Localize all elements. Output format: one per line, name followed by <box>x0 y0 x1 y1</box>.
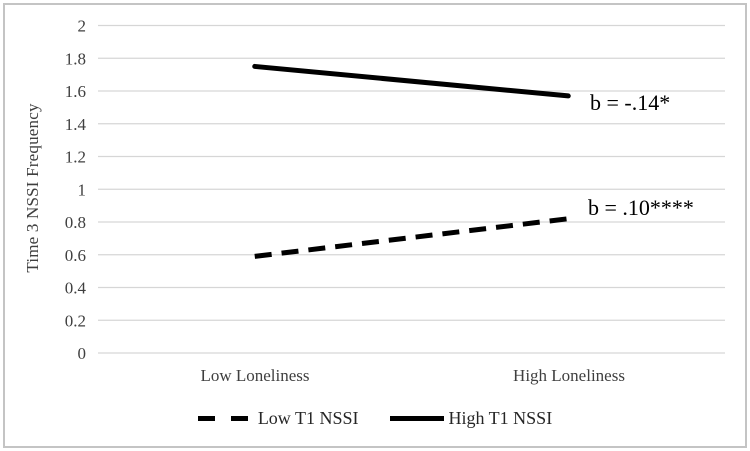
legend-label-low-t1-nssi: Low T1 NSSI <box>257 408 359 428</box>
y-tick-label: 1.2 <box>65 148 86 167</box>
annotation-low-t1-nssi-slope: b = .10**** <box>588 195 694 220</box>
y-tick-label: 2 <box>78 17 87 36</box>
y-tick-label: 1.6 <box>65 82 86 101</box>
series-line-solid <box>252 63 571 99</box>
legend-item-low-t1-nssi: Low T1 NSSI <box>197 408 359 429</box>
legend: Low T1 NSSI High T1 NSSI <box>0 405 750 432</box>
y-tick-label: 1.8 <box>65 49 86 68</box>
y-tick-label: 0.2 <box>65 311 86 330</box>
y-tick-label: 0.8 <box>65 213 86 232</box>
y-tick-label: 1 <box>78 180 87 199</box>
y-axis-title: Time 3 NSSI Frequency <box>23 103 42 273</box>
legend-item-high-t1-nssi: High T1 NSSI <box>389 408 553 429</box>
series-line-dashed <box>254 216 569 259</box>
annotation-high-t1-nssi-slope: b = -.14* <box>590 90 671 115</box>
solid-line-swatch-icon <box>389 416 444 421</box>
y-tick-label: 0.6 <box>65 246 86 265</box>
dashed-line-swatch-icon <box>197 416 248 421</box>
y-tick-label: 0.4 <box>65 279 87 298</box>
x-axis-label-low-loneliness: Low Loneliness <box>200 366 310 385</box>
y-tick-label: 1.4 <box>65 115 87 134</box>
y-tick-label: 0 <box>78 344 87 363</box>
legend-label-high-t1-nssi: High T1 NSSI <box>448 408 553 428</box>
x-axis-label-high-loneliness: High Loneliness <box>513 366 625 385</box>
